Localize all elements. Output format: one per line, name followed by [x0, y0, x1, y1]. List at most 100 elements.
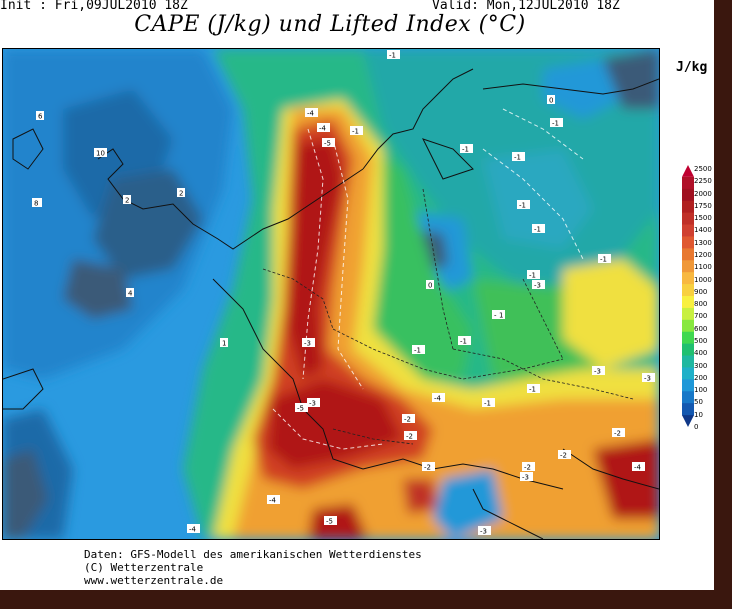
- li-label: -1: [460, 338, 467, 346]
- legend-tick-label: 200: [694, 373, 708, 382]
- legend-swatch: [682, 260, 694, 273]
- li-label: -1: [352, 128, 359, 136]
- li-label-box: [187, 524, 200, 533]
- legend-swatch: [682, 224, 694, 237]
- legend-tick-label: 2500: [694, 165, 712, 173]
- li-label-box: [402, 414, 415, 423]
- legend-tick-label: 500: [694, 337, 708, 345]
- li-label: -1: [529, 386, 536, 394]
- legend-swatch: [682, 248, 694, 261]
- li-label-box: [220, 338, 228, 347]
- li-label-box: [612, 428, 625, 437]
- li-label-box: [307, 398, 320, 407]
- li-label: -2: [614, 430, 621, 438]
- legend-swatch: [682, 200, 694, 214]
- cape-shading: [3, 49, 659, 539]
- legend-swatch: [682, 415, 694, 427]
- legend-tick-label: 800: [694, 300, 708, 309]
- li-label-box: [387, 50, 400, 59]
- li-label-box: [527, 270, 540, 279]
- li-label: -2: [404, 416, 411, 424]
- frame-right: [714, 0, 732, 609]
- li-label-box: [350, 126, 363, 135]
- li-label-box: [305, 108, 318, 117]
- legend-tick-label: 700: [694, 312, 708, 321]
- li-label: 6: [38, 113, 43, 121]
- li-label-box: [123, 195, 131, 204]
- li-label: -1: [484, 400, 491, 408]
- li-label-box: [36, 111, 44, 120]
- li-label-box: [550, 118, 563, 127]
- legend-tick-label: 50: [694, 398, 703, 407]
- li-label-box: [598, 254, 611, 263]
- li-label: -5: [324, 140, 331, 148]
- li-label: -4: [634, 464, 642, 472]
- li-label-box: [497, 310, 505, 319]
- li-label: 0: [549, 97, 553, 105]
- legend-tick-label: 1000: [694, 275, 712, 284]
- legend-swatch: [682, 403, 694, 416]
- li-label: -1: [552, 120, 559, 128]
- legend-tick-label: 1750: [694, 201, 712, 210]
- legend-swatch: [682, 296, 694, 309]
- li-label: -3: [309, 400, 316, 408]
- legend-tick-label: 900: [694, 287, 708, 296]
- li-label: -2: [424, 464, 431, 472]
- li-label-box: [177, 188, 185, 197]
- legend-tick-label: 300: [694, 361, 708, 370]
- cape-map: -1-1-1-1-1-1-1-1-1-1-1-1-1-1-2-2-2-2-2-2…: [2, 48, 660, 540]
- li-label: 0: [428, 282, 432, 290]
- li-label-box: [642, 373, 655, 382]
- legend-tick-label: 1400: [694, 226, 712, 235]
- li-label: -3: [594, 368, 601, 376]
- legend-swatch: [682, 165, 694, 177]
- li-label: -2: [524, 464, 531, 472]
- legend-tick-label: 1100: [694, 263, 712, 272]
- li-label: -1: [389, 52, 396, 60]
- li-label-box: [94, 148, 107, 157]
- li-label: 2: [179, 190, 183, 198]
- footer-url: www.wetterzentrale.de: [84, 574, 224, 587]
- li-label: -1: [519, 202, 526, 210]
- legend-unit: J/kg: [676, 60, 708, 75]
- li-label: -1: [529, 272, 536, 280]
- li-label: -5: [297, 405, 304, 413]
- legend-tick-label: 100: [694, 386, 708, 395]
- li-label-box: [404, 431, 417, 440]
- legend-tick-label: 2250: [694, 177, 712, 186]
- coastlines: [3, 68, 659, 539]
- legend-tick-label: 1500: [694, 214, 712, 223]
- li-label-box: [426, 280, 434, 289]
- li-label-box: [512, 152, 525, 161]
- li-label: -3: [522, 474, 529, 482]
- li-label-box: [520, 472, 533, 481]
- li-label-box: [32, 198, 40, 207]
- li-label-box: [324, 516, 337, 525]
- li-label: -1: [534, 226, 541, 234]
- li-label-box: [460, 144, 473, 153]
- li-label-box: [482, 398, 495, 407]
- li-label: -1: [514, 154, 521, 162]
- legend-swatch: [682, 355, 694, 368]
- li-label-box: [558, 450, 571, 459]
- legend-swatch: [682, 272, 694, 285]
- li-label-box: [532, 280, 545, 289]
- li-label-box: [532, 224, 545, 233]
- li-label: -4: [269, 497, 277, 505]
- li-label: 1: [499, 312, 503, 320]
- cape-field: -1-1-1-1-1-1-1-1-1-1-1-1-1-1-2-2-2-2-2-2…: [3, 49, 659, 539]
- legend-swatch: [682, 188, 694, 202]
- li-label-box: [547, 95, 555, 104]
- li-label-box: [422, 462, 435, 471]
- li-label: 4: [128, 290, 133, 298]
- li-label-box: [126, 288, 134, 297]
- li-label: -3: [480, 528, 487, 536]
- li-label-box: [317, 123, 330, 132]
- li-label: -3: [644, 375, 651, 383]
- li-label-box: [267, 495, 280, 504]
- li-label: 1: [222, 340, 226, 348]
- li-label: -1: [414, 347, 421, 355]
- legend-swatch: [682, 367, 694, 380]
- legend-swatch: [682, 331, 694, 345]
- footer-source: Daten: GFS-Modell des amerikanischen Wet…: [84, 548, 422, 561]
